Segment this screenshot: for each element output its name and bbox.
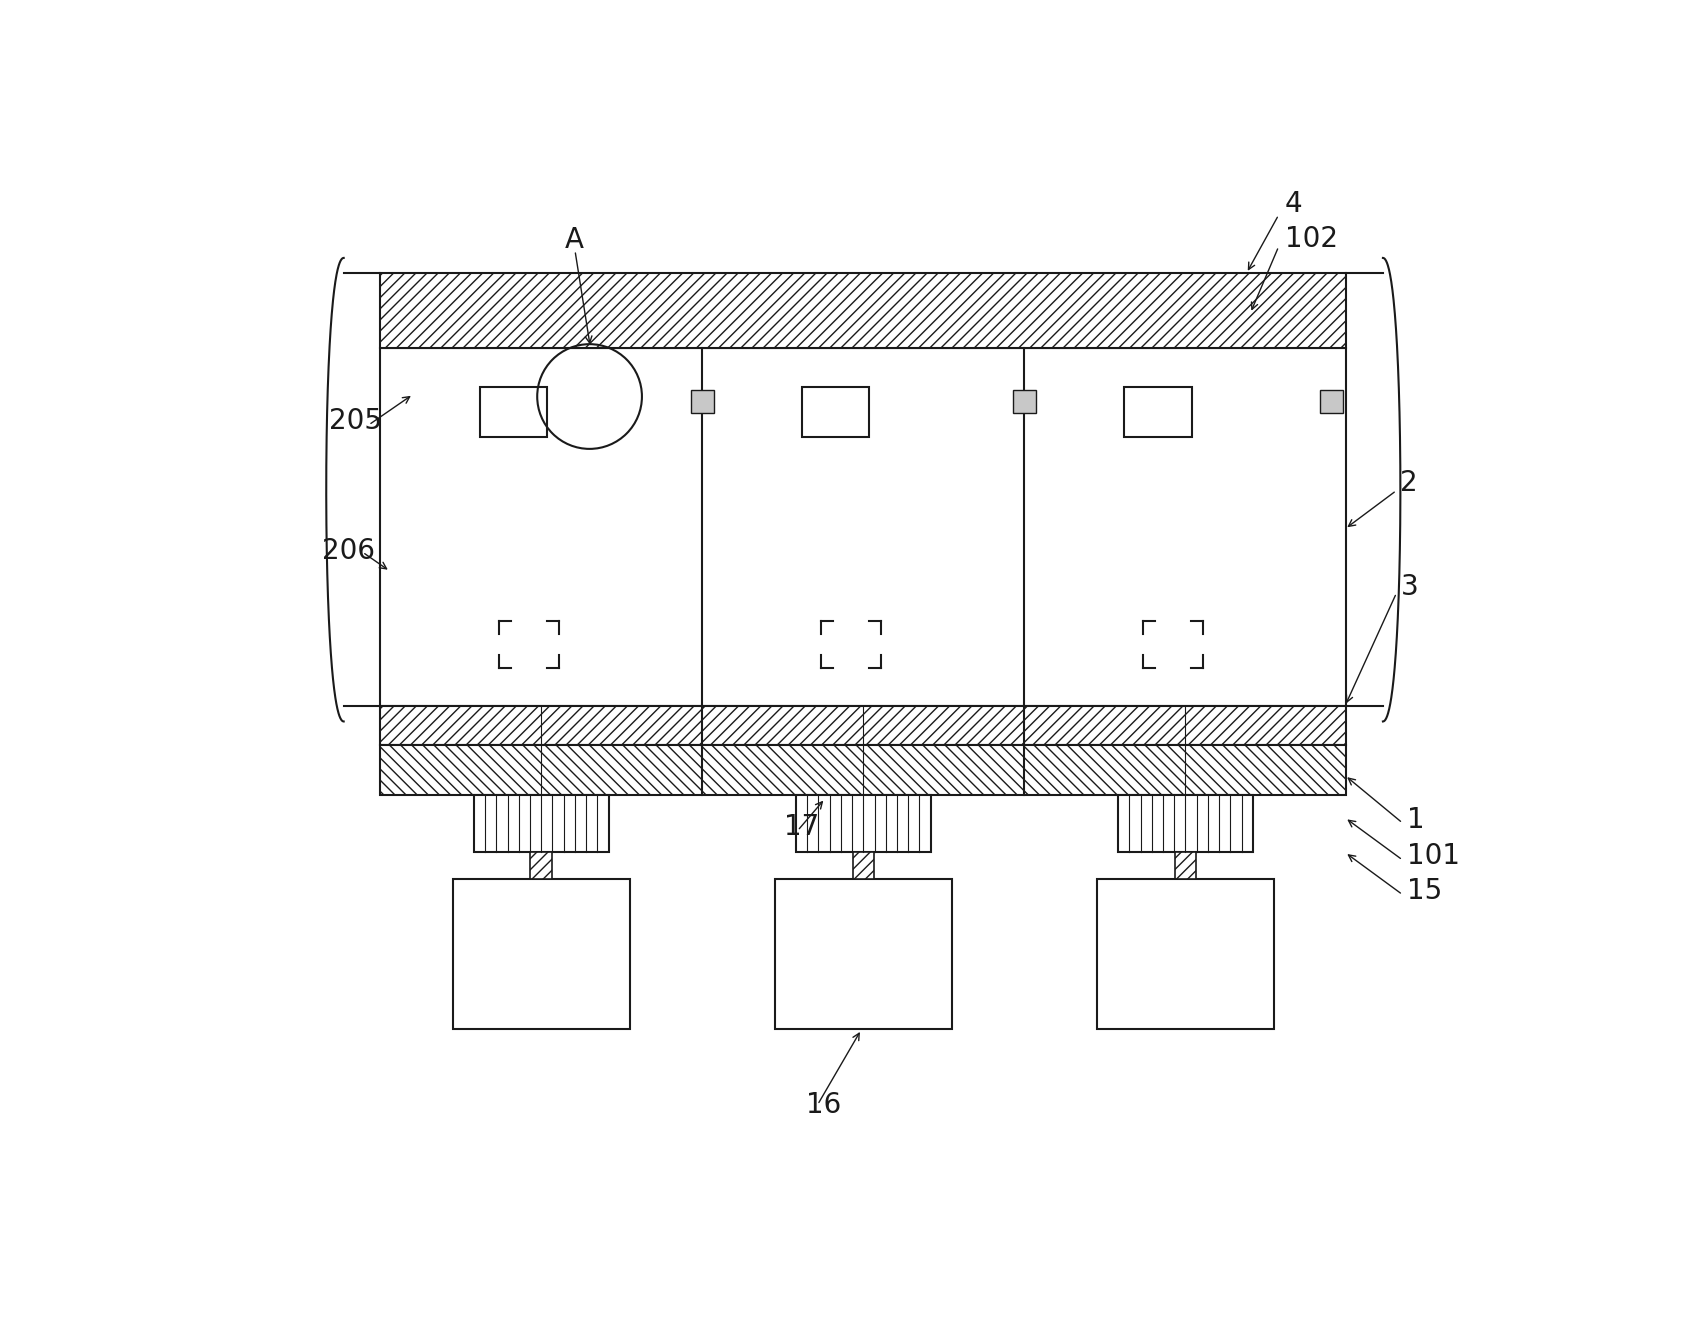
- Bar: [380, 745, 1346, 794]
- Bar: [474, 794, 609, 853]
- Bar: [1319, 390, 1342, 413]
- Bar: [479, 386, 547, 437]
- Text: 16: 16: [806, 1090, 841, 1120]
- Bar: [380, 348, 1346, 706]
- Bar: [1117, 794, 1251, 853]
- Bar: [1124, 386, 1191, 437]
- Text: A: A: [565, 226, 584, 254]
- Bar: [853, 853, 873, 879]
- Text: 15: 15: [1406, 876, 1441, 904]
- Text: 1: 1: [1406, 806, 1423, 834]
- Bar: [774, 879, 952, 1029]
- Bar: [530, 853, 552, 879]
- Bar: [690, 390, 713, 413]
- Text: 101: 101: [1406, 842, 1458, 870]
- Bar: [796, 794, 930, 853]
- Text: 4: 4: [1283, 190, 1302, 218]
- Bar: [801, 386, 870, 437]
- Text: 205: 205: [328, 408, 382, 436]
- Text: 3: 3: [1399, 572, 1418, 600]
- Bar: [1174, 853, 1196, 879]
- Bar: [380, 706, 1346, 745]
- Bar: [1013, 390, 1036, 413]
- Bar: [1097, 879, 1273, 1029]
- Bar: [380, 274, 1346, 348]
- Text: 17: 17: [784, 813, 819, 841]
- Text: 102: 102: [1283, 224, 1337, 252]
- Bar: [452, 879, 629, 1029]
- Text: 2: 2: [1399, 469, 1418, 497]
- Text: 206: 206: [323, 537, 375, 564]
